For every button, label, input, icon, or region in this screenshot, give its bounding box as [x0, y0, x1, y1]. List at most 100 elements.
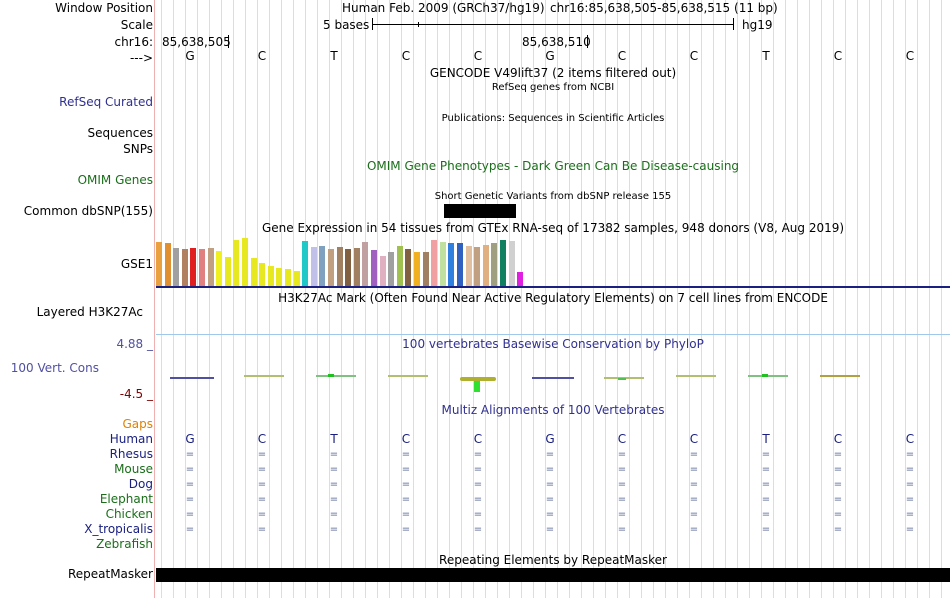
gtex-tissue-bar[interactable] — [224, 257, 231, 286]
gtex-tissue-bar[interactable] — [285, 269, 291, 286]
browser-data-area[interactable]: Human Feb. 2009 (GRCh37/hg19) chr16:85,6… — [156, 0, 950, 598]
gtex-tissue-bar[interactable] — [233, 240, 240, 286]
dbsnp-variant-block[interactable] — [444, 204, 516, 218]
species-label[interactable]: Rhesus — [109, 447, 153, 461]
gtex-tissue-bar[interactable] — [293, 271, 300, 286]
track-label-refseq[interactable]: RefSeq Curated — [59, 95, 153, 109]
gtex-tissue-bar[interactable] — [353, 248, 360, 286]
gtex-tissue-bar[interactable] — [328, 249, 334, 286]
track-title-omim[interactable]: OMIM Gene Phenotypes - Dark Green Can Be… — [366, 159, 740, 173]
gtex-tissue-bar[interactable] — [405, 249, 412, 286]
track-label-phylop[interactable]: 100 Vert. Cons — [10, 361, 99, 375]
scale-bar-right-tick — [733, 18, 734, 30]
gtex-tissue-bar[interactable] — [199, 249, 205, 286]
track-title-dbsnp[interactable]: Short Genetic Variants from dbSNP releas… — [434, 191, 672, 202]
gridline — [173, 0, 174, 598]
alignment-match: = — [473, 509, 483, 520]
track-label-snps[interactable]: SNPs — [123, 142, 153, 156]
gtex-tissue-bar[interactable] — [310, 247, 317, 286]
gtex-tissue-bar[interactable] — [216, 251, 223, 286]
gtex-tissue-bar[interactable] — [319, 246, 326, 286]
phylop-mark — [820, 375, 860, 377]
repeatmasker-block[interactable] — [156, 568, 950, 582]
gtex-tissue-bar[interactable] — [465, 246, 472, 286]
gtex-tissue-bar[interactable] — [448, 243, 455, 286]
gtex-tissue-bar[interactable] — [173, 248, 180, 286]
gtex-tissue-bar[interactable] — [362, 242, 369, 286]
species-label[interactable]: Chicken — [105, 507, 153, 521]
track-title-refseq[interactable]: RefSeq genes from NCBI — [491, 82, 615, 93]
track-title-gencode[interactable]: GENCODE V49lift37 (2 items filtered out) — [429, 66, 677, 80]
gtex-tissue-bar[interactable] — [414, 252, 420, 286]
gtex-tissue-bar[interactable] — [207, 248, 214, 286]
gtex-tissue-bar[interactable] — [396, 246, 403, 286]
track-label-repeatmasker[interactable]: RepeatMasker — [67, 567, 153, 581]
phylop-mark — [762, 374, 768, 377]
gtex-tissue-bar[interactable] — [439, 242, 446, 286]
gridline — [257, 0, 258, 598]
alignment-match: = — [257, 449, 267, 460]
gridline — [593, 0, 594, 598]
gtex-tissue-bar[interactable] — [422, 252, 429, 286]
track-title-multiz[interactable]: Multiz Alignments of 100 Vertebrates — [441, 403, 665, 417]
gtex-tissue-bar[interactable] — [517, 272, 524, 286]
track-label-h3k27ac[interactable]: Layered H3K27Ac — [36, 305, 143, 319]
track-label-gaps[interactable]: Gaps — [122, 417, 153, 431]
track-title-publications[interactable]: Publications: Sequences in Scientific Ar… — [441, 113, 665, 124]
species-label[interactable]: Elephant — [99, 492, 153, 506]
alignment-match: = — [761, 494, 771, 505]
gtex-tissue-bar[interactable] — [302, 241, 309, 286]
coord-left: 85,638,505 — [162, 35, 231, 49]
gtex-tissue-bar[interactable] — [156, 242, 162, 286]
species-label[interactable]: Mouse — [114, 462, 153, 476]
gtex-tissue-bar[interactable] — [457, 243, 463, 286]
gtex-tissue-bar[interactable] — [388, 252, 395, 286]
species-label[interactable]: Zebrafish — [96, 537, 153, 551]
alignment-match: = — [401, 524, 411, 535]
alignment-match: = — [689, 509, 699, 520]
gtex-tissue-bar[interactable] — [491, 243, 498, 286]
gtex-tissue-bar[interactable] — [500, 240, 506, 286]
gridline — [185, 0, 186, 598]
alignment-match: = — [761, 509, 771, 520]
gtex-tissue-bar[interactable] — [336, 247, 343, 286]
scale-text: 5 bases — [323, 18, 370, 32]
gtex-tissue-bar[interactable] — [345, 249, 352, 286]
gtex-tissue-bar[interactable] — [164, 243, 171, 286]
gtex-expression-chart[interactable] — [156, 236, 536, 286]
alignment-match: = — [401, 449, 411, 460]
alignment-match: = — [473, 479, 483, 490]
gtex-tissue-bar[interactable] — [482, 245, 489, 286]
track-title-h3k27ac[interactable]: H3K27Ac Mark (Often Found Near Active Re… — [278, 291, 828, 305]
gtex-tissue-bar[interactable] — [431, 240, 438, 286]
gridline — [857, 0, 858, 598]
alignment-match: = — [905, 509, 915, 520]
alignment-match: = — [185, 524, 195, 535]
gtex-tissue-bar[interactable] — [190, 248, 197, 286]
gtex-tissue-bar[interactable] — [379, 256, 386, 286]
track-title-gtex[interactable]: Gene Expression in 54 tissues from GTEx … — [261, 221, 845, 235]
species-label[interactable]: X_tropicalis — [84, 522, 153, 536]
alignment-match: = — [257, 524, 267, 535]
track-label-sequences[interactable]: Sequences — [87, 126, 153, 140]
gtex-tissue-bar[interactable] — [242, 238, 248, 286]
gridline — [245, 0, 246, 598]
gtex-tissue-bar[interactable] — [371, 250, 377, 286]
gtex-tissue-bar[interactable] — [250, 258, 257, 286]
gridline — [581, 0, 582, 598]
gtex-tissue-bar[interactable] — [181, 249, 188, 286]
gtex-tissue-bar[interactable] — [474, 247, 481, 286]
track-label-dbsnp[interactable]: Common dbSNP(155) — [23, 204, 153, 218]
track-label-omim[interactable]: OMIM Genes — [77, 173, 153, 187]
track-title-repeatmasker[interactable]: Repeating Elements by RepeatMasker — [439, 553, 667, 567]
gtex-tissue-bar[interactable] — [267, 266, 274, 286]
species-label[interactable]: Dog — [128, 477, 153, 491]
track-title-phylop[interactable]: 100 vertebrates Basewise Conservation by… — [402, 337, 704, 351]
species-label[interactable]: Human — [109, 432, 153, 446]
gtex-tissue-bar[interactable] — [508, 241, 515, 286]
gtex-tissue-bar[interactable] — [276, 268, 283, 286]
gtex-tissue-bar[interactable] — [259, 263, 266, 286]
alignment-match: = — [329, 524, 339, 535]
track-label-gtex[interactable]: GSE1 — [120, 257, 153, 271]
phylop-mark — [748, 375, 788, 377]
